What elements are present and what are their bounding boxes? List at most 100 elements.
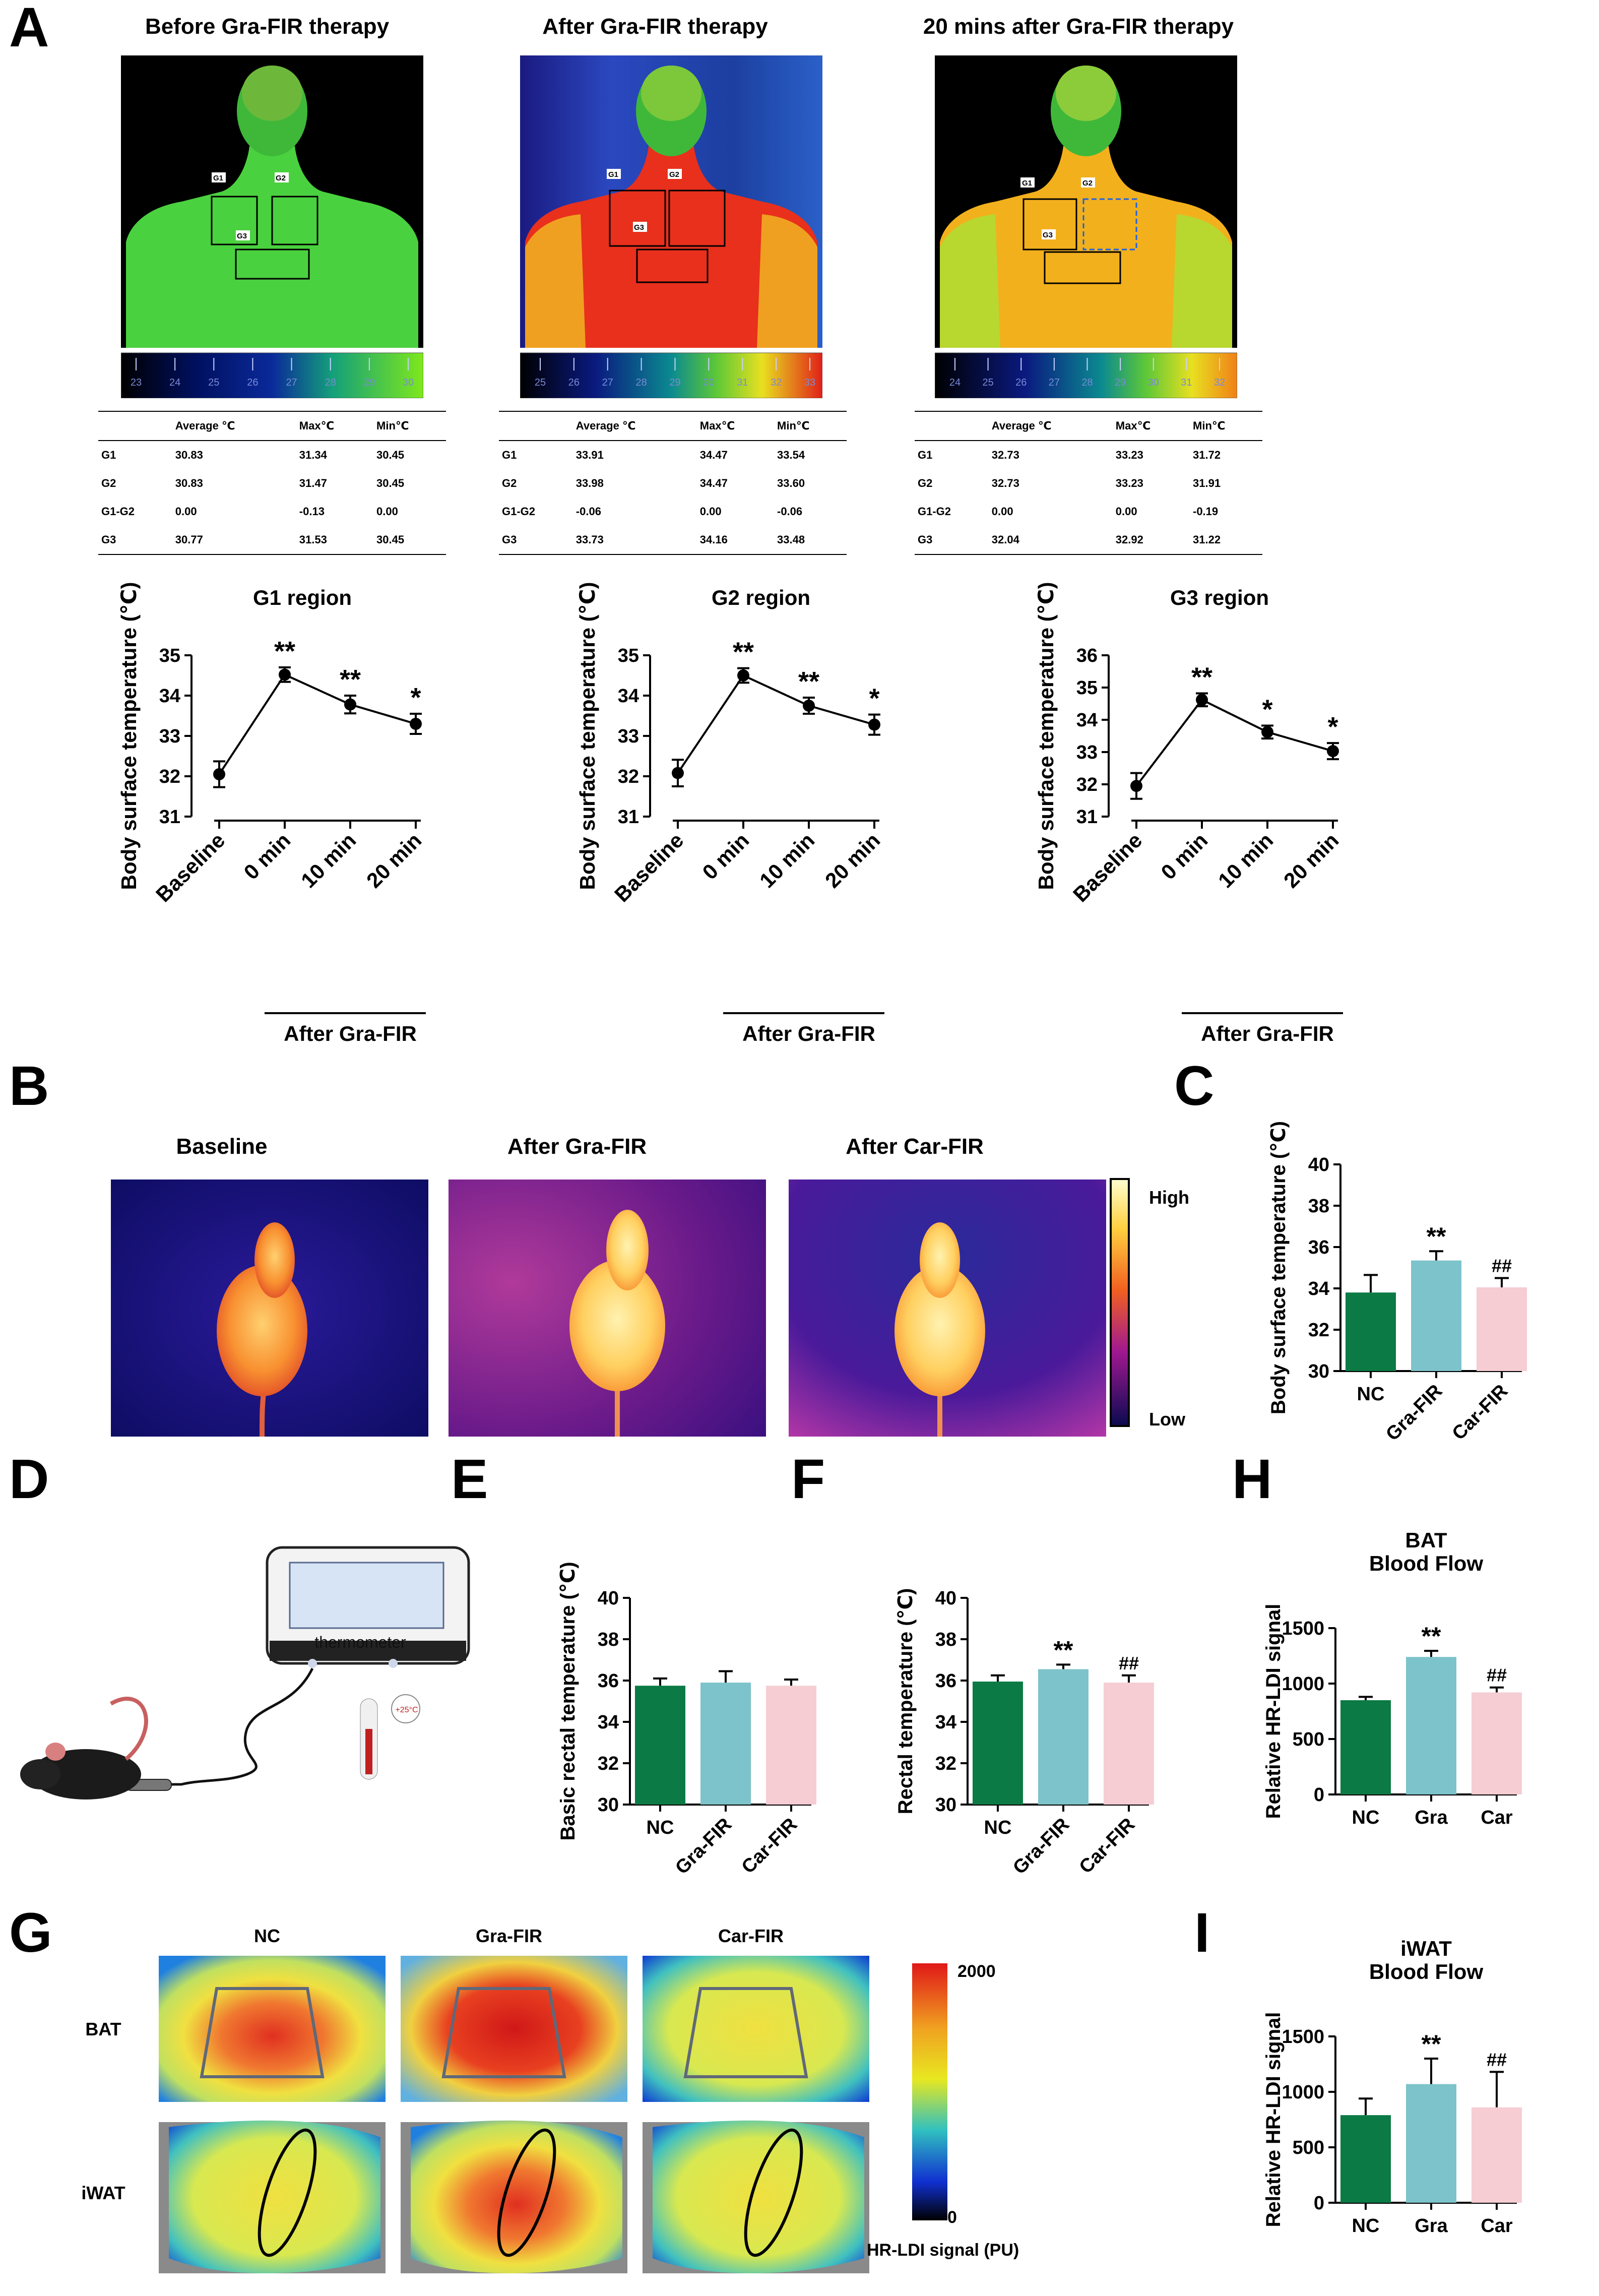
y-tick-label: 34 [618,686,639,707]
table-cell: 31.34 [299,449,327,461]
scale-label: 23 [131,377,142,388]
chart-basic-rectal-temp: 30 32 34 36 38 40 Basic rectal temperature (℃)… [557,1562,816,1879]
y-tick-label: 500 [1293,1729,1324,1750]
table-cell: 33.60 [777,477,805,489]
table-cell: 0.00 [991,505,1013,518]
table-cell: 34.16 [699,533,728,546]
y-tick-label: 35 [159,645,180,666]
chart-g1-region: G1 region 31 32 33 34 35 Body surface temperat… [117,582,426,1045]
table-cell: 0.00 [1115,505,1137,518]
y-tick-label: 36 [1308,1237,1329,1258]
table-cell: 32.04 [991,533,1019,546]
scale-label: 27 [286,377,297,388]
chart-rectal-temp: 30 32 34 36 38 40 Rectal temperature (℃) NC ** Gr… [894,1588,1154,1879]
data-point [1130,780,1142,792]
significance-mark: ** [1427,1222,1446,1251]
data-point [737,669,749,681]
scale-label: 24 [169,377,180,388]
table-cell: G2 [918,477,933,489]
table-cell: 30.83 [175,477,203,489]
chart-title: G2 region [712,586,810,609]
bar [1406,1657,1456,1794]
region-label-g2: G2 [276,174,286,182]
scale-label: 26 [247,377,258,388]
chart-title: Blood Flow [1369,1960,1484,1983]
panel-letter-f: F [791,1448,825,1510]
table-cell: -0.19 [1193,505,1219,518]
chart-g2-region: G2 region 31 32 33 34 35 Body surface temperat… [575,582,884,1045]
table-header: Max℃ [1115,419,1151,432]
table-cell: 34.47 [699,449,728,461]
table-cell: 33.48 [777,533,805,546]
y-tick-label: 30 [935,1794,956,1816]
table-header: Max℃ [699,419,735,432]
col-label-nc: NC [254,1926,280,1946]
group-label: After Gra-FIR [742,1022,875,1045]
y-tick-label: 30 [598,1794,619,1816]
table-row: G2 32.73 33.23 31.91 [915,469,1262,498]
scale-label: 31 [1181,377,1192,388]
y-tick-label: 32 [1076,774,1098,795]
x-tick-label: 10 min [755,828,819,892]
data-point [868,718,880,731]
panel-letter-g: G [9,1902,52,1964]
colorbar-low-label: Low [1149,1409,1185,1430]
data-point [1261,726,1273,738]
x-tick-label: 10 min [296,828,360,892]
scale-label: 32 [1214,377,1225,388]
y-tick-label: 31 [618,806,639,828]
scale-label: 28 [325,377,336,388]
group-label: After Gra-FIR [284,1022,417,1045]
y-axis-label: Body surface temperature (℃) [1267,1121,1290,1414]
significance-mark: ** [1422,2030,1441,2058]
scale-label: 29 [669,377,680,388]
x-tick-label: Car [1481,2215,1513,2237]
y-axis-label: Relative HR-LDI signal [1262,1604,1285,1819]
bar [1477,1287,1527,1371]
table-cell: 30.77 [175,533,203,546]
chart-title: BAT [1405,1528,1447,1552]
label-after-gra-fir: After Gra-FIR [507,1134,647,1159]
table-header: Average ℃ [991,419,1052,432]
region-label-g3: G3 [1043,231,1053,239]
panel-letter-d: D [9,1448,49,1510]
table-cell: G1 [918,449,933,461]
scale-label: 27 [1049,377,1060,388]
col-label-gra-fir: Gra-FIR [475,1926,542,1946]
x-tick-label: 0 min [239,828,295,884]
y-tick-label: 34 [935,1712,956,1733]
significance-mark: * [1262,695,1272,725]
scale-label: 25 [983,377,994,388]
col-label-car-fir: Car-FIR [718,1926,784,1946]
ldi-colorbar-max: 2000 [957,1962,996,1981]
table-cell: G1 [101,449,116,461]
y-tick-label: 32 [618,766,639,787]
table-cell: G1-G2 [101,505,135,518]
x-tick-label: NC [647,1817,674,1838]
scale-label: 30 [1148,377,1159,388]
significance-mark: ## [1487,2049,1507,2070]
panel-letter-e: E [451,1448,488,1510]
y-tick-label: 1500 [1282,2026,1324,2047]
y-tick-label: 32 [935,1753,956,1774]
table-cell: 32.73 [991,449,1019,461]
y-tick-label: 0 [1314,2193,1324,2214]
table-cell: 31.91 [1193,477,1221,489]
scale-label: 26 [1015,377,1027,388]
thermal-image-20min: G1 G2 G3 24 25 26 27 28 29 30 31 32 [935,55,1237,398]
row-label-iwat: iWAT [81,2183,125,2203]
ldi-colorbar [912,1963,947,2220]
x-tick-label: Baseline [151,828,229,906]
table-row: G3 33.73 34.16 33.48 [499,526,847,554]
y-tick-label: 40 [935,1588,956,1609]
table-cell: 0.00 [699,505,722,518]
scale-label: 24 [949,377,961,388]
y-tick-label: 31 [159,806,180,828]
x-tick-label: Gra-FIR [1382,1381,1446,1445]
y-tick-label: 1000 [1282,1673,1324,1695]
ldi-images [159,1956,869,2273]
table-row: G3 30.77 31.53 30.45 [98,526,446,554]
scale-label: 30 [703,377,714,388]
table-cell: 31.47 [299,477,327,489]
